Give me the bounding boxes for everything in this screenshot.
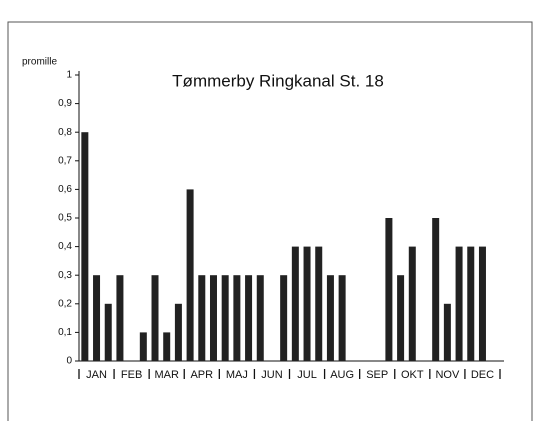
- y-tick-label: 0: [66, 356, 72, 367]
- bar: [104, 303, 112, 361]
- bar: [221, 275, 229, 361]
- y-axis-label: promille: [22, 57, 57, 68]
- bar: [291, 246, 299, 361]
- bar: [315, 246, 323, 361]
- x-tick-label: JAN: [86, 369, 107, 381]
- bar: [151, 275, 159, 361]
- bar: [116, 275, 124, 361]
- x-tick-label: MAJ: [226, 369, 248, 381]
- x-tick-label: OKT: [401, 369, 424, 381]
- bar: [163, 332, 171, 361]
- y-tick-label: 0,7: [58, 155, 72, 166]
- bar: [467, 246, 475, 361]
- bar: [338, 275, 346, 361]
- y-tick-label: 0,3: [58, 270, 72, 281]
- x-tick-label: SEP: [366, 369, 388, 381]
- y-tick-label: 0,9: [58, 98, 72, 109]
- bar: [397, 275, 405, 361]
- bar: [455, 246, 463, 361]
- y-tick-label: 1: [66, 70, 72, 81]
- x-tick-label: APR: [190, 369, 213, 381]
- bar: [198, 275, 206, 361]
- bar: [93, 275, 101, 361]
- x-tick-label: AUG: [330, 369, 354, 381]
- x-tick-label: JUL: [297, 369, 317, 381]
- y-tick-label: 0,6: [58, 184, 72, 195]
- bar: [326, 275, 334, 361]
- y-tick-label: 0,4: [58, 241, 72, 252]
- bar: [174, 303, 182, 361]
- bar: [81, 132, 89, 361]
- chart-title: Tømmerby Ringkanal St. 18: [172, 71, 384, 90]
- frame: [7, 21, 533, 421]
- bar: [245, 275, 253, 361]
- bar: [280, 275, 288, 361]
- bar: [256, 275, 264, 361]
- x-tick-label: DEC: [471, 369, 494, 381]
- bar: [303, 246, 311, 361]
- bar: [408, 246, 416, 361]
- x-tick-label: MAR: [154, 369, 179, 381]
- y-tick-label: 0,2: [58, 298, 72, 309]
- y-tick-label: 0,5: [58, 213, 72, 224]
- y-tick-label: 0,8: [58, 127, 72, 138]
- bar: [139, 332, 147, 361]
- x-tick-label: FEB: [121, 369, 142, 381]
- x-tick-label: JUN: [261, 369, 282, 381]
- y-tick-label: 0,1: [58, 327, 72, 338]
- bar: [209, 275, 217, 361]
- bar: [432, 218, 440, 361]
- bar: [443, 303, 451, 361]
- bar: [478, 246, 486, 361]
- bar: [233, 275, 241, 361]
- x-tick-label: NOV: [435, 369, 460, 381]
- bar: [385, 218, 393, 361]
- bar: [186, 189, 194, 361]
